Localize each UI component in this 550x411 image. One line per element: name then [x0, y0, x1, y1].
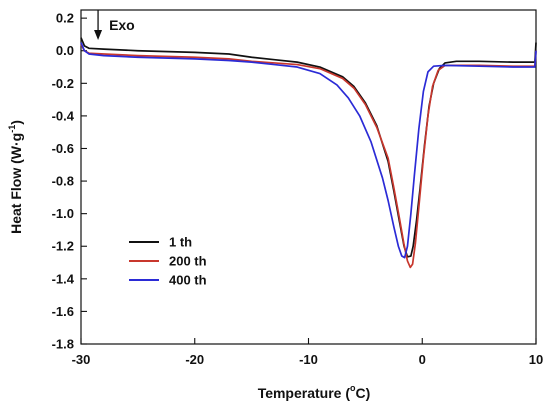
- y-tick-label: -0.2: [52, 76, 74, 91]
- y-tick-label: -1.8: [52, 337, 74, 352]
- series-layer: [80, 37, 537, 269]
- x-tick-label: 0: [419, 352, 426, 367]
- legend-label-2: 200 th: [169, 254, 207, 269]
- y-axis-title-main: Heat Flow (W·g: [8, 133, 24, 234]
- y-tick-label: -1.2: [52, 239, 74, 254]
- y-tick-label: -1.6: [52, 304, 74, 319]
- x-axis-title-main: Temperature (: [258, 385, 351, 401]
- legend-label-3: 400 th: [169, 273, 207, 288]
- x-axis-title: Temperature (oC): [258, 383, 371, 401]
- y-tick-label: -1.0: [52, 206, 74, 221]
- series-line-3: [80, 42, 537, 259]
- x-tick-label: -20: [185, 352, 204, 367]
- exo-annotation: Exo: [94, 10, 135, 40]
- x-tick-label: -30: [72, 352, 91, 367]
- exo-label: Exo: [109, 17, 135, 33]
- y-axis-title-close: ): [8, 120, 24, 125]
- y-tick-label: -0.4: [52, 108, 75, 123]
- y-axis-title: Heat Flow (W·g-1): [7, 120, 24, 234]
- y-axis-title-superscript: -1: [7, 125, 17, 133]
- exo-arrow-head: [94, 30, 103, 40]
- tick-labels: -30 -20 -10 0 10 0.2 0.0 -0.2 -0.4 -0.6 -0.8 -1.0 -1…: [52, 11, 544, 367]
- y-tick-label: -0.6: [52, 141, 74, 156]
- series-line-2: [80, 43, 537, 269]
- x-axis-title-degree: o: [350, 383, 356, 393]
- legend: 1 th 200 th 400 th: [129, 235, 207, 288]
- y-tick-label: 0.2: [56, 11, 74, 26]
- y-tick-label: -1.4: [52, 271, 75, 286]
- y-tick-label: 0.0: [56, 43, 74, 58]
- plot-frame: [80, 9, 537, 345]
- axis-ticks: [80, 17, 537, 345]
- y-tick-label: -0.8: [52, 174, 74, 189]
- x-tick-label: 10: [529, 352, 543, 367]
- legend-label-1: 1 th: [169, 235, 192, 250]
- x-tick-label: -10: [299, 352, 318, 367]
- x-axis-title-unit: C): [356, 385, 371, 401]
